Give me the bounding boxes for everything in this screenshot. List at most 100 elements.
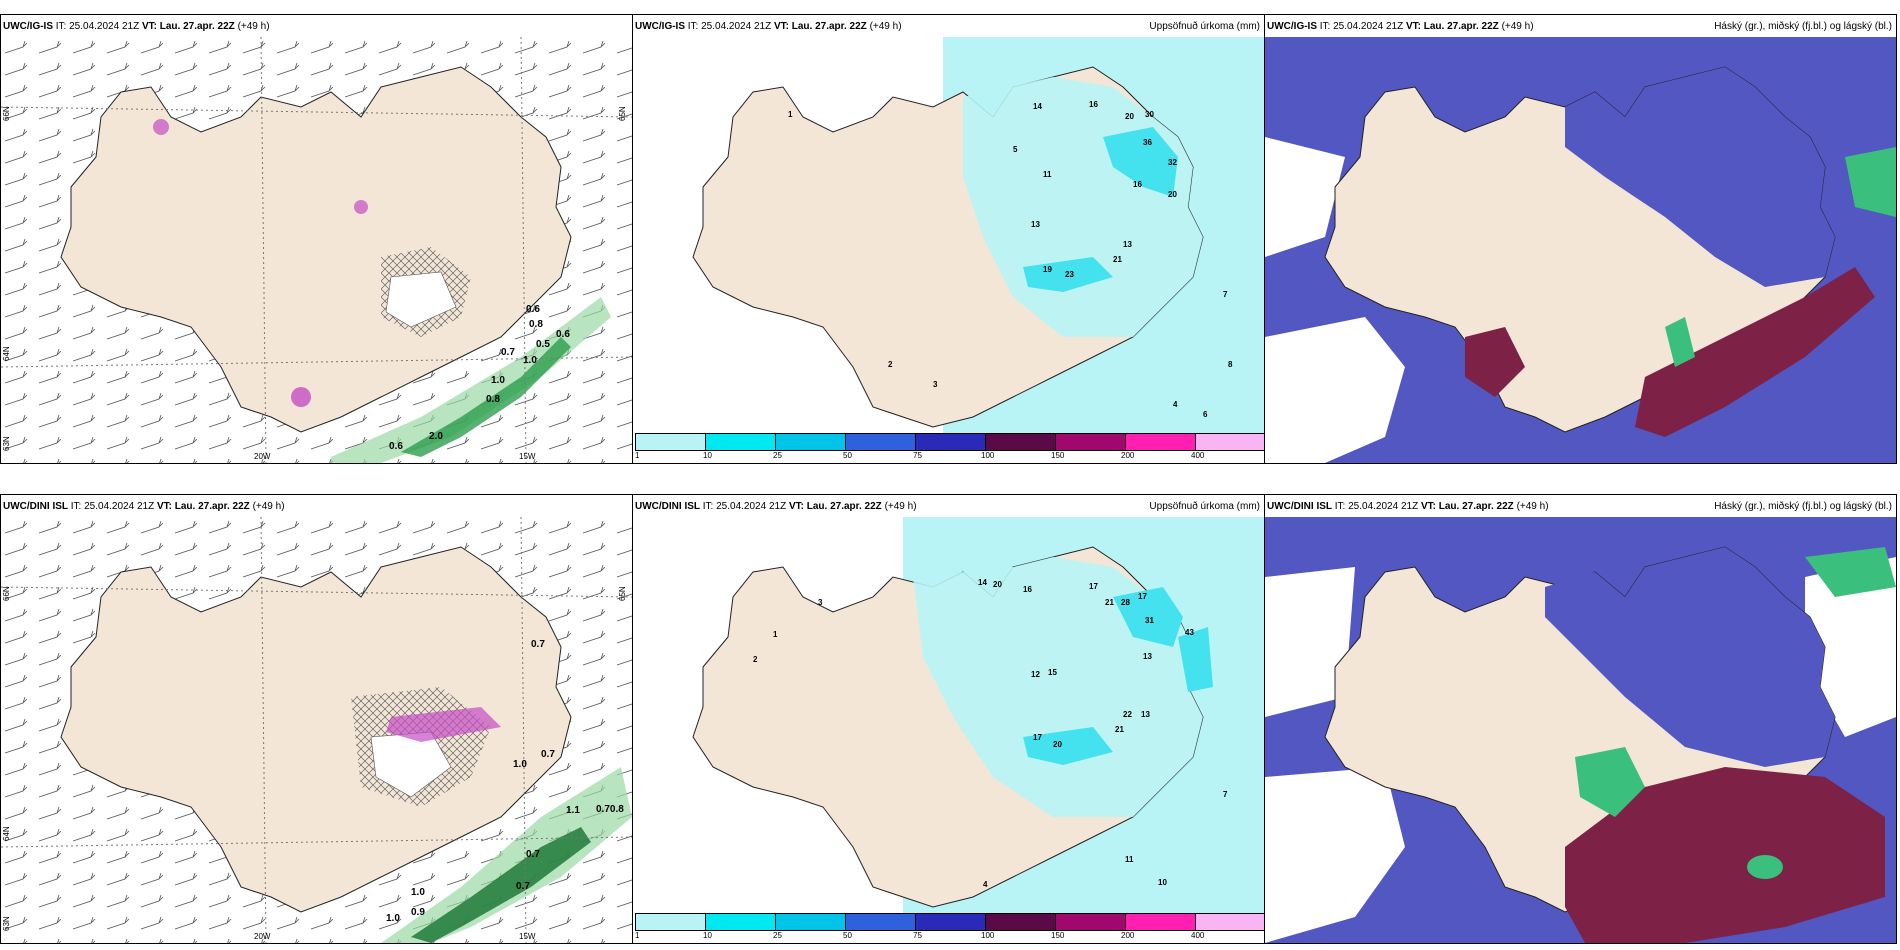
wind-value: 0.7 [526,849,540,860]
lon-line [260,517,267,943]
wind-value: 0.7 [501,347,515,358]
legend-swatch [1126,434,1196,450]
green-wind-band [331,297,611,463]
precip-value: 19 [1043,265,1052,274]
precip-spot [153,119,169,135]
precip-value: 14 [978,578,987,587]
precip-value: 10 [1158,878,1167,887]
wind-map: 66N 64N 65N 63N 20W 15W 0.6 0.8 0.6 0.5 … [1,37,632,463]
wind-map: 66N 64N 65N 63N 20W 15W 0.7 0.7 1.0 0.70… [1,517,632,943]
panel-clouds-top: UWC/IG-IS IT: 25.04.2024 21Z VT: Lau. 27… [1264,14,1897,464]
clear-sky-area [1265,767,1405,943]
legend-swatch [1196,914,1264,930]
legend-swatch [1126,914,1196,930]
lon-line [520,37,527,463]
lead-time: (+49 h) [237,21,270,32]
panel-header: UWC/DINI ISL IT: 25.04.2024 21Z VT: Lau.… [1267,501,1549,512]
legend-label: 1 [635,451,640,460]
precip-value: 13 [1031,220,1040,229]
init-time: IT: 25.04.2024 21Z [1319,21,1404,32]
precip-value: 17 [1089,582,1098,591]
wind-value: 2.0 [429,431,443,442]
iceland-land [60,546,572,913]
precip-value: 16 [1133,180,1142,189]
precip-value: 12 [1031,670,1040,679]
legend-label: 75 [913,451,922,460]
low-cloud-area [1845,147,1896,217]
panel-wind-temp-top: UWC/IG-IS IT: 25.04.2024 21Z VT: Lau. 27… [0,14,633,464]
wind-value: 1.0 [513,759,527,770]
green-wind-core [401,337,571,457]
legend-swatch [986,434,1056,450]
legend-label: 25 [773,931,782,940]
lon-label: 15W [519,932,536,941]
precip-value: 21 [1115,725,1124,734]
legend-colorbar [635,913,1264,931]
model-name: UWC/IG-IS [635,21,685,32]
low-cloud-area [1665,317,1695,367]
legend-label: 150 [1051,931,1065,940]
lat-line [1,106,632,118]
precip-value: 2 [753,655,758,664]
precip-value: 3 [818,598,823,607]
precip-spot [354,200,368,214]
legend-label: 100 [981,931,995,940]
panel-wind-temp-bottom: UWC/DINI ISL IT: 25.04.2024 21Z VT: Lau.… [0,494,633,944]
lat-label: 66N [2,586,11,601]
lead-time: (+49 h) [884,501,917,512]
lon-label: 15W [519,452,536,461]
legend-swatch [1056,434,1126,450]
legend-swatch [706,914,776,930]
valid-time: VT: Lau. 27.apr. 22Z [1420,501,1514,512]
mid-cloud-area [1565,767,1885,943]
wind-value: 0.7 [531,639,545,650]
precip-value: 14 [1033,102,1042,111]
init-time: IT: 25.04.2024 21Z [70,501,155,512]
precip-mid-area [1178,627,1213,692]
iceland-land [60,66,572,433]
precip-value: 28 [1121,598,1130,607]
legend-swatch [776,434,846,450]
panel-header: UWC/IG-IS IT: 25.04.2024 21Z VT: Lau. 27… [3,21,270,32]
lon-label: 20W [254,452,271,461]
valid-time: VT: Lau. 27.apr. 22Z [156,501,250,512]
lead-time: (+49 h) [1501,21,1534,32]
panel-precip-top: UWC/IG-IS IT: 25.04.2024 21Z VT: Lau. 27… [632,14,1265,464]
precip-value: 20 [993,580,1002,589]
legend-swatch [986,914,1056,930]
panel-header: UWC/IG-IS IT: 25.04.2024 21Z VT: Lau. 27… [1267,21,1534,32]
precip-value: 22 [1123,710,1132,719]
valid-time: VT: Lau. 27.apr. 22Z [141,21,235,32]
wind-value: 0.9 [411,907,425,918]
lead-time: (+49 h) [252,501,285,512]
precip-value: 43 [1185,628,1194,637]
precip-mid-area [1103,127,1178,197]
panel-header: UWC/IG-IS IT: 25.04.2024 21Z VT: Lau. 27… [635,21,902,32]
precip-value: 20 [1168,190,1177,199]
clear-sky-area [1265,567,1355,717]
precip-value: 13 [1141,710,1150,719]
panel-header: UWC/DINI ISL IT: 25.04.2024 21Z VT: Lau.… [3,501,285,512]
precip-value: 20 [1053,740,1062,749]
wind-value: 1.0 [386,913,400,924]
legend-swatch [636,434,706,450]
precip-map: 30 20 16 14 36 32 20 16 13 21 19 23 13 5… [692,37,1264,437]
valid-time: VT: Lau. 27.apr. 22Z [773,21,867,32]
precip-value: 21 [1105,598,1114,607]
lat-line [1,586,632,598]
lat-line [1,356,632,368]
precip-value: 7 [1223,290,1228,299]
green-wind-core [411,827,591,943]
precip-legend: 1 10 25 50 75 100 150 200 400 [635,433,1264,461]
mid-cloud-area [1465,327,1525,397]
lon-line [520,517,527,943]
precip-value: 2 [888,360,893,369]
legend-label: 100 [981,451,995,460]
lat-label: 64N [2,826,11,841]
mid-cloud-area [1635,267,1875,437]
lon-line [260,37,267,463]
legend-colorbar [635,433,1264,451]
precip-spot [291,387,311,407]
legend-swatch [1196,434,1264,450]
lead-time: (+49 h) [1516,501,1549,512]
